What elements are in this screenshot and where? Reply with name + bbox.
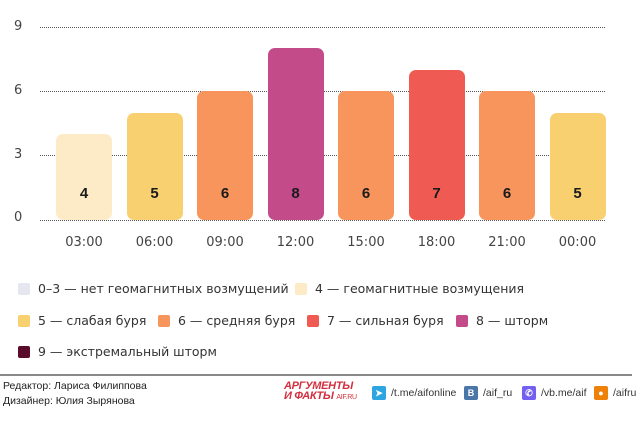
bar-value-label: 4	[79, 184, 89, 202]
designer-credit: Дизайнер: Юлия Зырянова	[3, 395, 135, 407]
social-label: /aifru	[613, 387, 637, 399]
social-viber[interactable]: ✆ /vb.me/aif	[522, 386, 587, 400]
bar-1200: 8	[267, 48, 324, 220]
y-tick-6: 6	[14, 83, 23, 98]
legend-swatch	[307, 314, 319, 327]
legend-item-9: 9 — экстремальный шторм	[18, 344, 217, 359]
bar-value-label: 8	[291, 184, 300, 202]
logo-line-1: АРГУМЕНТЫ	[284, 380, 353, 392]
legend-label: 8 — шторм	[476, 313, 549, 328]
logo-line-2: И ФАКТЫ	[284, 390, 334, 402]
telegram-icon: ➤	[372, 386, 386, 400]
gridline-9	[40, 27, 605, 28]
x-tick-label: 03:00	[65, 235, 103, 250]
bar-value-label: 7	[432, 184, 441, 202]
x-tick-label: 12:00	[276, 235, 315, 250]
logo-site: AIF.RU	[336, 394, 357, 401]
legend-item-6: 6 — средняя буря	[158, 313, 295, 328]
credits: Редактор: Лариса Филиппова Дизайнер: Юли…	[3, 379, 147, 409]
y-tick-3: 3	[14, 147, 23, 162]
legend-label: 6 — средняя буря	[178, 313, 296, 328]
legend-swatch	[295, 282, 307, 295]
legend-label: 4 — геомагнитные возмущения	[315, 281, 525, 296]
legend-item-4: 4 — геомагнитные возмущения	[295, 281, 524, 296]
x-tick-label: 21:00	[488, 235, 526, 250]
legend-swatch	[18, 314, 30, 327]
y-tick-9: 9	[14, 19, 23, 34]
bar-chart: 9 6 3 0 4 5 6 8 6 7 6 5 03:00 06:00 09:00 12:00 15:…	[14, 19, 606, 250]
bar-value-label: 5	[150, 184, 159, 202]
bar-0600: 5	[126, 112, 183, 220]
legend-swatch	[18, 282, 30, 295]
bar-value-label: 6	[220, 184, 230, 202]
legend-label: 9 — экстремальный шторм	[38, 344, 217, 359]
legend-item-8: 8 — шторм	[456, 313, 548, 328]
x-tick-label: 09:00	[206, 235, 244, 250]
bar-1500: 6	[338, 91, 394, 220]
bar-2100: 6	[479, 91, 535, 220]
legend-swatch	[456, 314, 468, 327]
y-tick-0: 0	[14, 210, 23, 225]
bar-value-label: 5	[573, 184, 582, 202]
legend-swatch	[18, 345, 30, 358]
legend-swatch	[158, 314, 170, 327]
x-tick-label: 00:00	[558, 235, 597, 250]
gridline-0	[40, 220, 605, 221]
bar-0900: 6	[197, 91, 253, 220]
viber-icon: ✆	[522, 386, 536, 400]
social-vk[interactable]: B /aif_ru	[464, 386, 512, 400]
footer-divider	[0, 374, 632, 376]
legend-item-5: 5 — слабая буря	[18, 313, 146, 328]
bar-0300: 4	[56, 134, 112, 220]
x-tick-label: 06:00	[135, 235, 174, 250]
x-tick-label: 15:00	[347, 235, 385, 250]
aif-logo[interactable]: АРГУМЕНТЫ И ФАКТЫ AIF.RU	[284, 381, 357, 403]
bar-value-label: 6	[502, 184, 512, 202]
legend-item-0-3: 0–3 — нет геомагнитных возмущений	[18, 281, 289, 296]
vk-icon: B	[464, 386, 478, 400]
social-odnoklassniki[interactable]: ● /aifru	[594, 386, 636, 400]
legend-label: 0–3 — нет геомагнитных возмущений	[38, 281, 289, 296]
editor-credit: Редактор: Лариса Филиппова	[3, 380, 147, 392]
legend-label: 7 — сильная буря	[327, 313, 444, 328]
social-label: /aif_ru	[483, 387, 513, 399]
legend-item-7: 7 — сильная буря	[307, 313, 444, 328]
bar-1800: 7	[408, 69, 465, 220]
x-tick-label: 18:00	[417, 235, 456, 250]
odnoklassniki-icon: ●	[594, 386, 608, 400]
social-label: /t.me/aifonline	[391, 387, 457, 399]
social-telegram[interactable]: ➤ /t.me/aifonline	[372, 386, 456, 400]
bar-value-label: 6	[361, 184, 371, 202]
bar-0000: 5	[549, 112, 606, 220]
social-label: /vb.me/aif	[541, 387, 587, 399]
legend-label: 5 — слабая буря	[38, 313, 147, 328]
